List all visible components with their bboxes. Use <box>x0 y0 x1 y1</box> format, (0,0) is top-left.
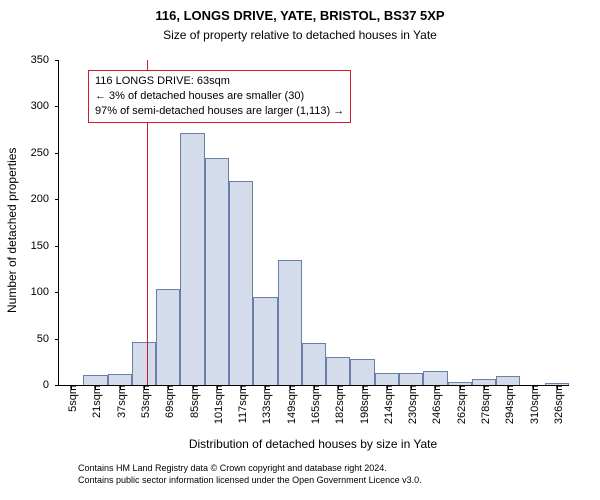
histogram-bar <box>156 289 180 385</box>
histogram-bar <box>132 342 156 385</box>
y-tick: 200 <box>31 193 59 205</box>
x-tick: 262sqm <box>452 385 468 424</box>
histogram-bar <box>326 357 350 385</box>
x-tick: 182sqm <box>330 385 346 424</box>
x-axis-label: Distribution of detached houses by size … <box>58 437 568 451</box>
footer-line-2: Contains public sector information licen… <box>78 475 422 487</box>
x-tick: 165sqm <box>306 385 322 424</box>
histogram-bar <box>399 373 423 385</box>
x-tick: 198sqm <box>355 385 371 424</box>
footer-line-1: Contains HM Land Registry data © Crown c… <box>78 463 422 475</box>
property-annotation: 116 LONGS DRIVE: 63sqm ← 3% of detached … <box>88 70 351 123</box>
annotation-line-smaller: ← 3% of detached houses are smaller (30) <box>95 89 344 104</box>
x-tick: 5sqm <box>63 385 79 412</box>
x-tick: 21sqm <box>87 385 103 418</box>
x-tick: 53sqm <box>136 385 152 418</box>
x-tick: 37sqm <box>112 385 128 418</box>
x-tick: 294sqm <box>500 385 516 424</box>
histogram-bar <box>253 297 277 385</box>
histogram-bar <box>496 376 520 385</box>
x-tick: 326sqm <box>549 385 565 424</box>
histogram-bar <box>205 158 229 385</box>
y-tick: 100 <box>31 286 59 298</box>
y-axis-label: Number of detached properties <box>5 147 19 312</box>
x-tick: 117sqm <box>233 385 249 423</box>
y-tick: 0 <box>43 379 59 391</box>
annotation-line-larger: 97% of semi-detached houses are larger (… <box>95 104 344 119</box>
histogram-bar <box>108 374 132 385</box>
annotation-line-size: 116 LONGS DRIVE: 63sqm <box>95 74 344 89</box>
histogram-bar <box>350 359 374 385</box>
histogram-bar <box>278 260 302 385</box>
y-tick: 150 <box>31 240 59 252</box>
histogram-bar <box>423 371 447 385</box>
copyright-footer: Contains HM Land Registry data © Crown c… <box>78 463 422 486</box>
x-tick: 85sqm <box>185 385 201 418</box>
y-tick: 50 <box>37 333 59 345</box>
histogram-bar <box>180 133 204 385</box>
y-tick: 350 <box>31 54 59 66</box>
x-tick: 149sqm <box>282 385 298 424</box>
x-tick: 101sqm <box>209 385 225 424</box>
x-tick: 310sqm <box>525 385 541 424</box>
histogram-bar <box>375 373 399 385</box>
y-tick: 250 <box>31 147 59 159</box>
page-title: 116, LONGS DRIVE, YATE, BRISTOL, BS37 5X… <box>0 8 600 23</box>
x-tick: 214sqm <box>379 385 395 424</box>
page-subtitle: Size of property relative to detached ho… <box>0 28 600 42</box>
histogram-bar <box>229 181 253 385</box>
y-tick: 300 <box>31 100 59 112</box>
x-tick: 278sqm <box>476 385 492 424</box>
x-tick: 69sqm <box>160 385 176 418</box>
histogram-bar <box>302 343 326 385</box>
x-tick: 246sqm <box>427 385 443 424</box>
histogram-bar <box>83 375 107 385</box>
x-tick: 230sqm <box>403 385 419 424</box>
x-tick: 133sqm <box>257 385 273 424</box>
